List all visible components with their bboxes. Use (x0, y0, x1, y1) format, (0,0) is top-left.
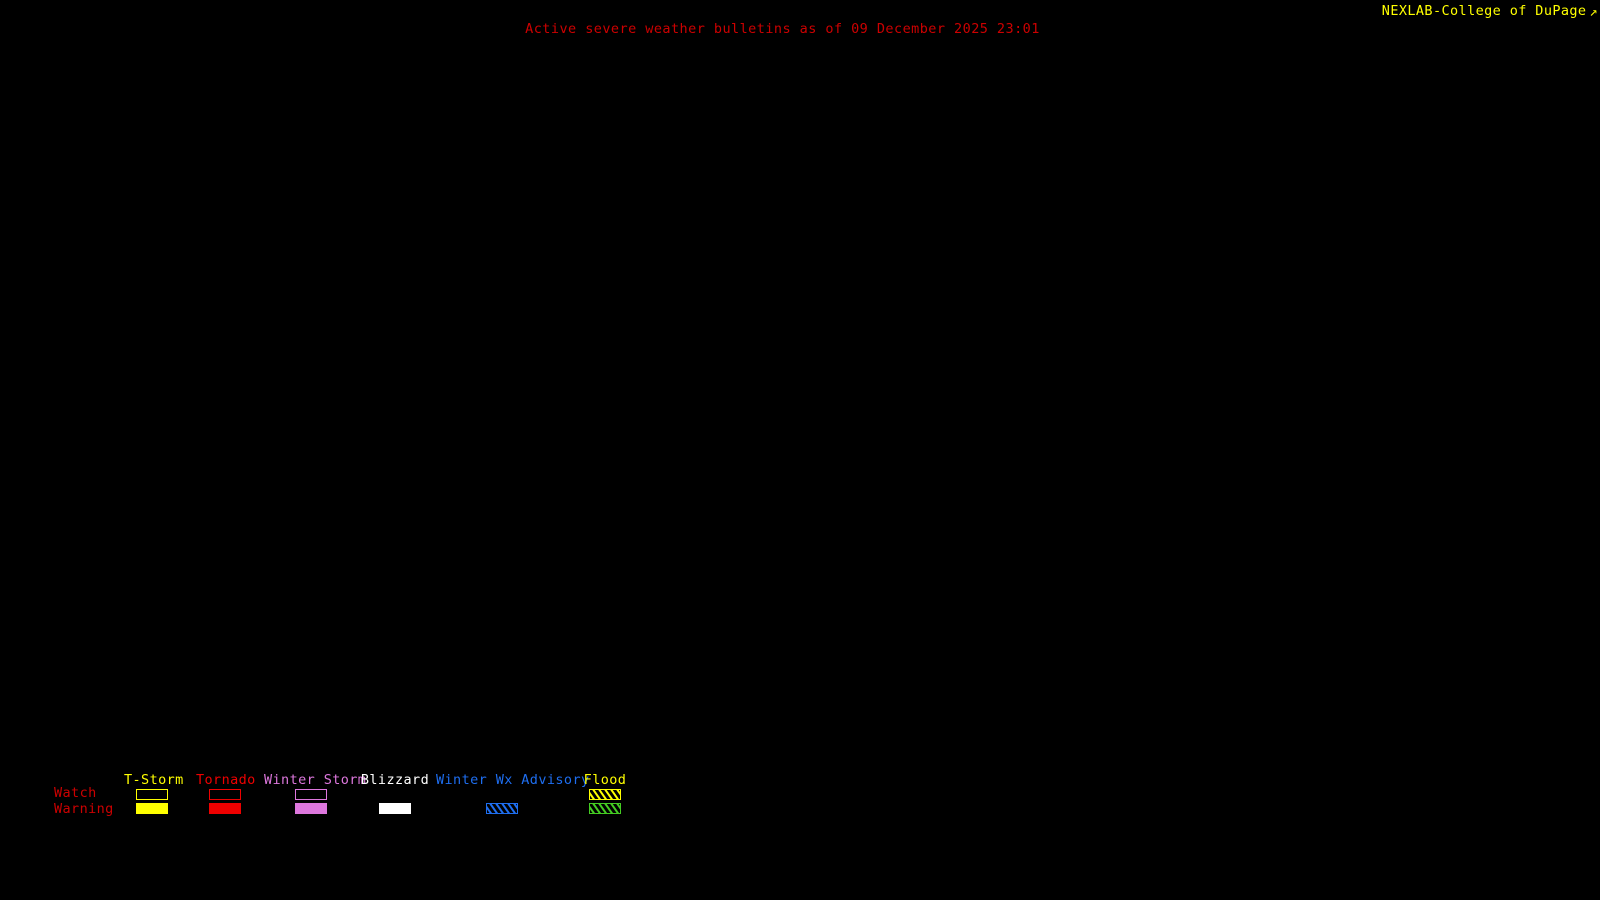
legend-swatch-warning-flood (589, 803, 621, 814)
legend-watch-slot-flood (580, 789, 630, 802)
hatch-pattern-icon (487, 804, 517, 813)
legend-column-flood: Flood (580, 772, 630, 816)
legend: Watch Warning T-Storm Tornado Winter Storm… (0, 772, 1600, 828)
legend-column-label-t-storm: T-Storm (124, 772, 184, 788)
map-canvas[interactable] (0, 44, 1600, 764)
legend-warning-slot-tornado (196, 803, 254, 816)
legend-swatch-warning-winter-wx-advisory (486, 803, 518, 814)
legend-warning-slot-blizzard (360, 803, 430, 816)
legend-swatch-watch-winter-storm (295, 789, 327, 800)
legend-row-label-warning: Warning (54, 800, 114, 817)
hatch-pattern-icon (590, 804, 620, 813)
hatch-pattern-icon (590, 790, 620, 799)
brand-text: NEXLAB-College of DuPage (1381, 3, 1587, 19)
legend-swatch-watch-tornado (209, 789, 241, 800)
external-link-arrow-icon: ↗ (1589, 4, 1598, 20)
legend-column-label-flood: Flood (583, 772, 627, 788)
legend-watch-slot-blizzard (360, 789, 430, 802)
legend-swatch-watch-t-storm (136, 789, 168, 800)
legend-column-blizzard: Blizzard (360, 772, 430, 816)
legend-column-tornado: Tornado (196, 772, 256, 816)
legend-watch-slot-tornado (196, 789, 254, 802)
legend-warning-slot-winter-wx-advisory (436, 803, 568, 816)
legend-swatch-warning-winter-storm (295, 803, 327, 814)
legend-column-label-winter-wx-advisory: Winter Wx Advisory (436, 772, 590, 788)
legend-column-t-storm: T-Storm (124, 772, 184, 816)
legend-warning-slot-flood (580, 803, 630, 816)
legend-column-label-tornado: Tornado (196, 772, 256, 788)
legend-watch-slot-t-storm (124, 789, 180, 802)
legend-row-label-watch: Watch (54, 785, 97, 801)
legend-column-winter-storm: Winter Storm (264, 772, 367, 816)
legend-watch-slot-winter-storm (264, 789, 358, 802)
nexlab-brand-label: NEXLAB-College of DuPage ↗ (1382, 2, 1598, 20)
legend-swatch-watch-flood (589, 789, 621, 800)
legend-warning-slot-winter-storm (264, 803, 358, 816)
legend-row-labels: Watch Warning (54, 785, 114, 817)
legend-swatch-warning-blizzard (379, 803, 411, 814)
legend-swatch-warning-tornado (209, 803, 241, 814)
legend-column-winter-wx-advisory: Winter Wx Advisory (436, 772, 590, 816)
page-title: Active severe weather bulletins as of 09… (525, 21, 1040, 37)
legend-column-label-blizzard: Blizzard (360, 772, 430, 788)
legend-swatch-warning-t-storm (136, 803, 168, 814)
legend-watch-slot-winter-wx-advisory (436, 789, 568, 802)
legend-warning-slot-t-storm (124, 803, 180, 816)
legend-column-label-winter-storm: Winter Storm (264, 772, 367, 788)
